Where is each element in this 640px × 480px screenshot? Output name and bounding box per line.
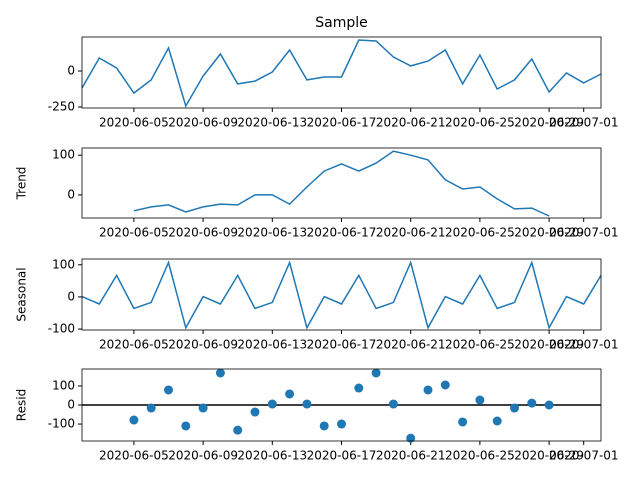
- y-tick-label: 100: [52, 378, 75, 392]
- y-tick-label: 100: [52, 148, 75, 162]
- y-tick-label: 100: [52, 257, 75, 271]
- series-line: [81, 39, 602, 108]
- axes-frame: [81, 147, 602, 219]
- x-tick-label: 2020-06-25: [445, 449, 515, 463]
- resid-point: [544, 400, 554, 410]
- resid-point: [164, 385, 173, 395]
- x-tick-label: 2020-06-17: [307, 449, 377, 463]
- x-tick-label: 2020-06-09: [168, 449, 238, 463]
- x-tick-label: 2020-07-01: [549, 449, 619, 463]
- y-tick-label: 0: [67, 63, 75, 77]
- x-tick-label: 2020-06-13: [237, 338, 307, 352]
- resid-point: [146, 403, 156, 413]
- y-axis-label: Trend: [15, 167, 29, 201]
- resid-point: [510, 403, 519, 413]
- resid-point: [337, 419, 346, 429]
- resid-point: [458, 417, 468, 427]
- y-tick-label: 0: [67, 398, 75, 412]
- resid-point: [406, 433, 416, 443]
- resid-point: [319, 421, 329, 431]
- resid-point: [388, 399, 398, 409]
- resid-point: [285, 389, 295, 399]
- x-tick-label: 2020-06-05: [99, 116, 169, 130]
- y-tick-label: -100: [48, 417, 75, 431]
- x-tick-label: 2020-06-29: [514, 226, 584, 240]
- y-tick-label: -100: [48, 322, 75, 336]
- x-tick-label: 2020-06-21: [376, 116, 446, 130]
- x-tick-label: 2020-06-29: [514, 116, 584, 130]
- x-tick-label: 2020-06-09: [168, 226, 238, 240]
- x-tick-label: 2020-06-13: [237, 116, 307, 130]
- x-tick-label: 2020-06-21: [376, 449, 446, 463]
- chart-title: Sample: [315, 15, 368, 31]
- axes-frame: [81, 258, 602, 331]
- x-tick-label: 2020-06-21: [376, 338, 446, 352]
- x-tick-label: 2020-06-25: [445, 226, 515, 240]
- resid-point: [233, 425, 243, 435]
- x-tick-label: 2020-06-09: [168, 338, 238, 352]
- x-tick-label: 2020-06-25: [445, 338, 515, 352]
- resid-point: [129, 415, 139, 425]
- x-tick-label: 2020-06-05: [99, 338, 169, 352]
- series-line: [81, 260, 602, 330]
- resid-point: [302, 399, 312, 409]
- resid-point: [354, 383, 364, 393]
- y-tick-label: 0: [67, 289, 75, 303]
- resid-point: [198, 403, 208, 413]
- series-line: [133, 150, 550, 217]
- x-tick-label: 2020-06-05: [99, 449, 169, 463]
- x-tick-label: 2020-07-01: [549, 116, 619, 130]
- resid-point: [440, 380, 450, 390]
- axes-frame: [81, 368, 602, 442]
- x-tick-label: 2020-06-13: [237, 449, 307, 463]
- resid-point: [181, 421, 191, 431]
- x-tick-label: 2020-07-01: [549, 338, 619, 352]
- x-tick-label: 2020-06-21: [376, 226, 446, 240]
- resid-point: [475, 395, 485, 405]
- x-tick-label: 2020-07-01: [549, 226, 619, 240]
- resid-point: [423, 385, 433, 395]
- x-tick-label: 2020-06-13: [237, 226, 307, 240]
- x-tick-label: 2020-06-29: [514, 449, 584, 463]
- x-tick-label: 2020-06-05: [99, 226, 169, 240]
- y-tick-label: 0: [67, 187, 75, 201]
- x-tick-label: 2020-06-17: [307, 226, 377, 240]
- x-tick-label: 2020-06-17: [307, 116, 377, 130]
- y-tick-label: -250: [48, 99, 75, 113]
- y-axis-label: Seasonal: [15, 267, 29, 321]
- x-tick-label: 2020-06-29: [514, 338, 584, 352]
- x-tick-label: 2020-06-25: [445, 116, 515, 130]
- y-axis-label: Resid: [15, 389, 29, 421]
- axes-frame: [81, 36, 602, 109]
- resid-point: [371, 368, 381, 378]
- x-tick-label: 2020-06-17: [307, 338, 377, 352]
- resid-point: [250, 407, 260, 417]
- resid-point: [267, 399, 277, 409]
- resid-point: [215, 368, 225, 378]
- resid-point: [492, 416, 502, 426]
- resid-point: [527, 398, 537, 408]
- x-tick-label: 2020-06-09: [168, 116, 238, 130]
